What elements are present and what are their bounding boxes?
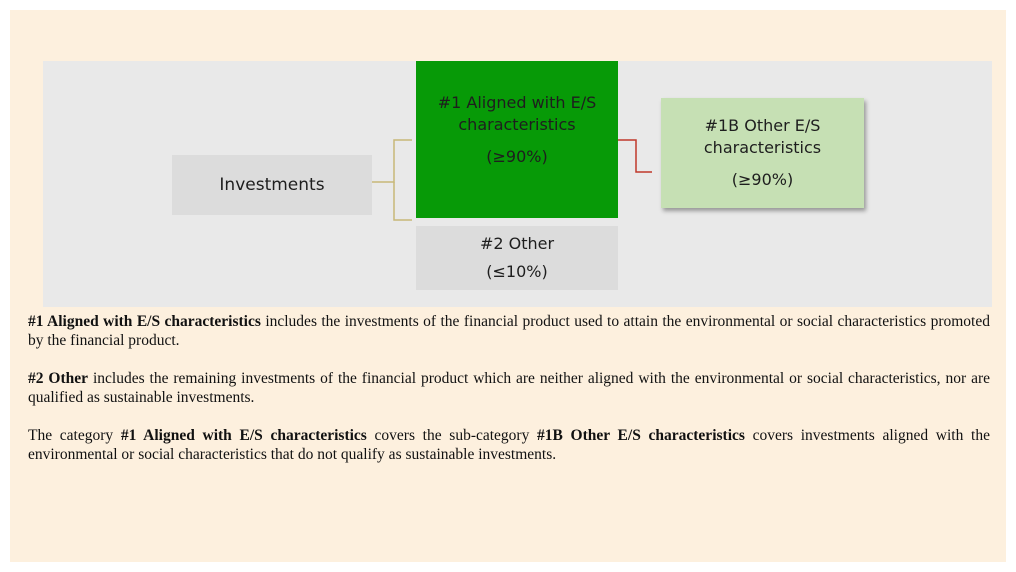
node-aligned: #1 Aligned with E/S characteristics (≥90%… — [416, 61, 618, 218]
node-label: Investments — [219, 175, 325, 195]
paragraph: #1 Aligned with E/S characteristics incl… — [28, 312, 990, 350]
node-share: (≤10%) — [486, 262, 548, 281]
term: #1B Other E/S characteristics — [537, 427, 745, 444]
term: #1 Aligned with E/S characteristics — [120, 427, 367, 444]
paragraph: #2 Other includes the remaining investme… — [28, 369, 990, 407]
node-share: (≥90%) — [731, 170, 794, 189]
connectors — [372, 139, 652, 221]
connector — [618, 139, 652, 173]
node-label: #1B Other E/S characteristics — [703, 116, 822, 157]
node-other: #2 Other (≤10%) — [416, 226, 618, 290]
text: includes the remaining investments of th… — [28, 370, 990, 406]
text: includes the investments of the financia… — [28, 313, 990, 349]
node-investments: Investments — [172, 155, 372, 215]
text: The category — [28, 427, 121, 444]
node-share: (≥90%) — [486, 146, 548, 166]
connector — [372, 139, 412, 183]
page: Investments #1 Aligned with E/S characte… — [10, 10, 1006, 562]
explanations: #1 Aligned with E/S characteristics incl… — [28, 312, 990, 483]
paragraph: The category #1 Aligned with E/S charact… — [28, 426, 990, 464]
node-label: #1 Aligned with E/S characteristics — [437, 92, 597, 134]
node-other-es: #1B Other E/S characteristics (≥90%) — [661, 98, 864, 208]
term: #2 Other — [28, 370, 89, 387]
text: covers the sub-category — [366, 427, 538, 444]
connector — [393, 182, 412, 221]
text: covers investments aligned with the envi… — [28, 427, 990, 463]
node-label: #2 Other — [479, 234, 555, 253]
term: #1 Aligned with E/S characteristics — [28, 313, 261, 330]
